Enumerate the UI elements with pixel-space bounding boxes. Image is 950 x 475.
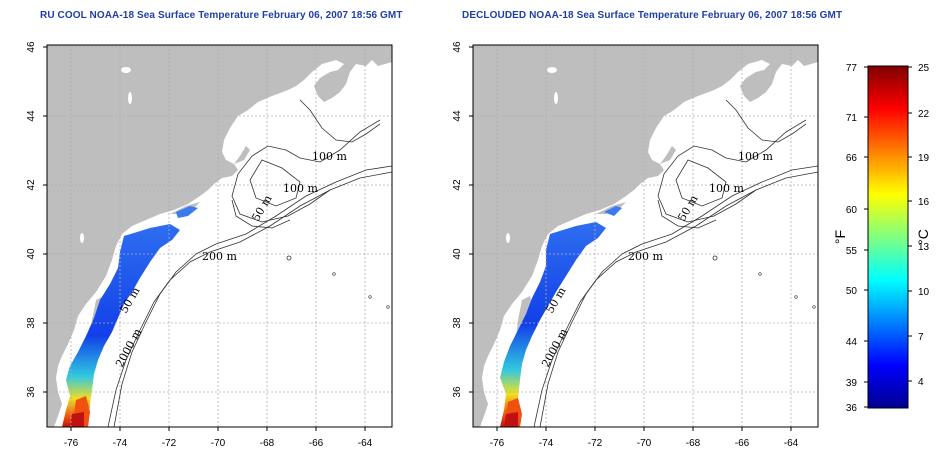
latitude-tick: 40 <box>452 248 463 260</box>
longitude-tick: -68 <box>260 438 275 449</box>
celsius-tick: 7 <box>918 332 924 343</box>
colorbar-ticks <box>864 66 912 408</box>
contour-loop <box>332 272 336 276</box>
fahrenheit-tick: 50 <box>846 286 858 297</box>
map-panel-raw: 100 m 100 m 50 m 200 m 50 m 2000 m -76 -… <box>26 41 393 449</box>
sst-patch <box>176 206 198 218</box>
latitude-tick: 42 <box>452 179 463 191</box>
latitude-tick: 38 <box>26 317 37 329</box>
contour-label: 100 m <box>283 182 318 195</box>
axis-ticks <box>43 46 366 431</box>
longitude-tick: -64 <box>358 438 373 449</box>
graticule <box>473 45 818 427</box>
colorbar-gradient <box>867 65 909 409</box>
celsius-unit-label: °C <box>915 229 931 245</box>
longitude-tick: -66 <box>735 438 750 449</box>
longitude-tick: -68 <box>686 438 701 449</box>
contour-loop <box>794 295 798 299</box>
cape-cod <box>234 146 250 164</box>
map-title-declouded: DECLOUDED NOAA-18 Sea Surface Temperatur… <box>462 10 843 21</box>
colorbar: 77 71 66 60 55 50 44 39 36 25 22 19 16 1… <box>832 63 931 414</box>
contour-label: 100 m <box>312 150 347 163</box>
contour-loop <box>812 305 816 309</box>
fahrenheit-tick: 55 <box>846 246 858 257</box>
contour-loop <box>712 255 718 261</box>
map-frame <box>472 44 819 428</box>
longitude-tick: -72 <box>588 438 603 449</box>
map-frame <box>46 44 393 428</box>
sst-patch <box>604 206 622 216</box>
contour-loop <box>386 305 390 309</box>
fahrenheit-tick: 39 <box>846 378 858 389</box>
celsius-tick: 13 <box>918 242 930 253</box>
long-island <box>596 202 626 214</box>
longitude-tick: -70 <box>637 438 652 449</box>
latitude-tick: 44 <box>26 110 37 122</box>
sst-patch <box>70 412 84 427</box>
celsius-tick: 22 <box>918 109 930 120</box>
lake <box>506 233 510 243</box>
land-mass <box>473 45 818 427</box>
latitude-tick: 36 <box>452 386 463 398</box>
longitude-tick: -70 <box>211 438 226 449</box>
celsius-tick: 16 <box>918 197 930 208</box>
latitude-tick: 42 <box>26 179 37 191</box>
celsius-tick: 25 <box>918 63 930 74</box>
contour-loop <box>286 255 292 261</box>
contour-label: 100 m <box>738 150 773 163</box>
longitude-tick: -72 <box>162 438 177 449</box>
lake <box>80 233 84 243</box>
celsius-tick: 19 <box>918 153 930 164</box>
fahrenheit-tick: 60 <box>846 205 858 216</box>
fahrenheit-tick: 66 <box>846 153 858 164</box>
latitude-tick: 40 <box>26 248 37 260</box>
graticule <box>47 45 392 427</box>
fahrenheit-tick: 36 <box>846 403 858 414</box>
sst-patch <box>504 412 518 427</box>
contour-loop <box>758 272 762 276</box>
celsius-tick: 10 <box>918 287 930 298</box>
longitude-tick: -64 <box>784 438 799 449</box>
map-title-raw: RU COOL NOAA-18 Sea Surface Temperature … <box>40 10 403 21</box>
lake <box>121 67 131 73</box>
longitude-tick: -66 <box>309 438 324 449</box>
longitude-tick: -74 <box>113 438 128 449</box>
latitude-tick: 46 <box>26 41 37 53</box>
fahrenheit-unit-label: °F <box>832 230 848 244</box>
cape-cod <box>660 146 676 164</box>
latitude-tick: 44 <box>452 110 463 122</box>
lake <box>128 92 132 104</box>
bathymetry-contours <box>533 99 818 427</box>
fahrenheit-tick: 71 <box>846 113 858 124</box>
contour-label: 200 m <box>628 250 663 263</box>
latitude-tick: 46 <box>452 41 463 53</box>
axis-ticks <box>469 46 792 431</box>
sst-field <box>62 224 180 427</box>
latitude-tick: 38 <box>452 317 463 329</box>
contour-label: 200 m <box>202 250 237 263</box>
longitude-tick: -76 <box>490 438 505 449</box>
longitude-tick: -76 <box>64 438 79 449</box>
fahrenheit-tick: 77 <box>846 63 858 74</box>
contour-loop <box>368 295 372 299</box>
bathymetry-contours <box>107 99 392 427</box>
lake <box>547 67 557 73</box>
fahrenheit-tick: 44 <box>846 337 858 348</box>
celsius-tick: 4 <box>918 377 924 388</box>
land-mass <box>47 45 392 427</box>
lake <box>554 92 558 104</box>
map-panel-declouded: 100 m 100 m 50 m 200 m 50 m 2000 m -76 -… <box>452 41 819 449</box>
contour-label: 100 m <box>709 182 744 195</box>
long-island <box>170 202 200 214</box>
latitude-tick: 36 <box>26 386 37 398</box>
longitude-tick: -74 <box>539 438 554 449</box>
